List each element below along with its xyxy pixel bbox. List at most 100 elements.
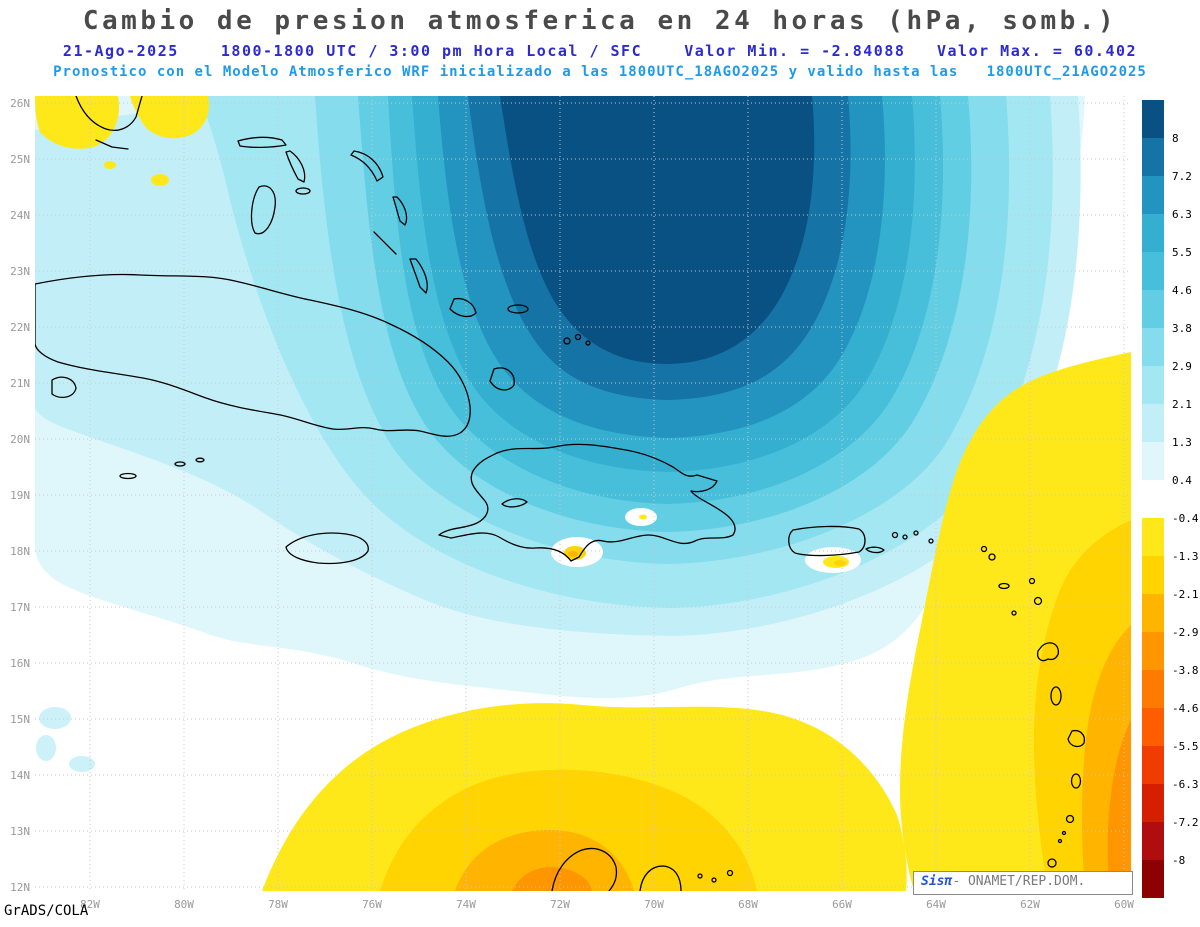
colorbar-segment	[1142, 404, 1164, 442]
lat-tick-label: 18N	[10, 545, 30, 558]
colorbar: 8 7.2 6.3 5.5 4.6 3.8 2.9 2.1 1.3 0.4 -0.4 -1.3 -2.1…	[1142, 100, 1199, 898]
contour-patch-negative	[130, 96, 210, 139]
colorbar-segment	[1142, 138, 1164, 176]
contour-shading	[35, 96, 1131, 891]
island-coastline	[1033, 596, 1043, 606]
lat-tick-label: 24N	[10, 209, 30, 222]
colorbar-segment	[1142, 822, 1164, 860]
colorbar-tick-label: 4.6	[1172, 284, 1192, 297]
contour-patch-negative	[104, 161, 116, 169]
colorbar-segment	[1142, 784, 1164, 822]
island-coastline	[295, 187, 311, 195]
island-coastline	[998, 582, 1010, 590]
island-coastline	[1036, 642, 1060, 662]
contour-spot-negative	[639, 514, 647, 520]
colorbar-segment	[1142, 480, 1164, 518]
lat-tick-label: 13N	[10, 825, 30, 838]
island-coastline	[980, 545, 988, 553]
colorbar-segment	[1142, 860, 1164, 898]
island-coastline	[902, 534, 908, 540]
contour-patch	[36, 735, 56, 761]
colorbar-segment	[1142, 746, 1164, 784]
colorbar-segment	[1142, 290, 1164, 328]
lon-tick-label: 64W	[926, 898, 946, 911]
island-coastline	[988, 553, 996, 561]
contour-patch-negative	[35, 96, 120, 149]
colorbar-segment	[1142, 328, 1164, 366]
island-coastline	[711, 877, 717, 883]
island-coastline	[928, 538, 934, 544]
hispaniola-coastline	[438, 443, 736, 562]
grid-layer	[35, 96, 1131, 891]
island-coastline	[507, 304, 529, 314]
island-coastline	[350, 150, 384, 182]
island-coastline	[865, 546, 885, 554]
island-coastline	[1065, 814, 1075, 824]
colorbar-tick-label: -4.6	[1172, 702, 1199, 715]
lon-tick-label: 76W	[362, 898, 382, 911]
lon-tick-label: 72W	[550, 898, 570, 911]
axis-labels: 82W 80W 78W 76W 74W 72W 70W 68W 66W 64W 62W 60W 26N 2…	[10, 97, 1134, 911]
subtitle-validity: 21-Ago-2025 1800-1800 UTC / 3:00 pm Hora…	[62, 42, 1138, 60]
cuba-coastline	[35, 273, 471, 437]
lat-tick-label: 25N	[10, 153, 30, 166]
colorbar-tick-label: -0.4	[1172, 512, 1199, 525]
lat-tick-label: 20N	[10, 433, 30, 446]
lat-tick-label: 22N	[10, 321, 30, 334]
colorbar-tick-label: -3.8	[1172, 664, 1199, 677]
lon-tick-label: 68W	[738, 898, 758, 911]
island-coastline	[726, 869, 734, 877]
colorbar-segment	[1142, 518, 1164, 556]
island-coastline	[285, 150, 306, 183]
lon-tick-label: 66W	[832, 898, 852, 911]
colorbar-tick-label: 2.1	[1172, 398, 1192, 411]
lon-tick-label: 62W	[1020, 898, 1040, 911]
paraguana-coastline	[639, 865, 682, 891]
colorbar-segment	[1142, 670, 1164, 708]
lat-tick-label: 26N	[10, 97, 30, 110]
island-coastline	[697, 873, 703, 879]
colorbar-tick-label: 6.3	[1172, 208, 1192, 221]
island-coastline	[409, 258, 428, 294]
colorbar-tick-label: -1.3	[1172, 550, 1199, 563]
island-coastline	[373, 231, 397, 255]
florida-keys-coastline	[95, 139, 129, 150]
island-coastline	[119, 472, 137, 480]
branding-box: Sisπ- ONAMET/REP.DOM.	[913, 871, 1133, 895]
colorbar-segment	[1142, 708, 1164, 746]
colorbar-tick-label: 8	[1172, 132, 1179, 145]
contour-band-negative	[512, 866, 592, 891]
island-coastline	[195, 457, 205, 463]
grads-credit: GrADS/COLA	[4, 903, 89, 919]
island-coastline	[489, 367, 515, 391]
colorbar-tick-label: -7.2	[1172, 816, 1199, 829]
island-coastline	[51, 376, 77, 399]
colorbar-segment	[1142, 252, 1164, 290]
island-coastline	[1067, 729, 1086, 748]
colorbar-segment	[1142, 100, 1164, 138]
lon-tick-label: 82W	[80, 898, 100, 911]
colorbar-tick-label: -8	[1172, 854, 1185, 867]
island-coastline	[237, 136, 287, 149]
colorbar-segment	[1142, 176, 1164, 214]
colorbar-segment	[1142, 556, 1164, 594]
colorbar-tick-label: 0.4	[1172, 474, 1192, 487]
colorbar-tick-label: 3.8	[1172, 322, 1192, 335]
colorbar-tick-label: -5.5	[1172, 740, 1199, 753]
island-coastline	[1011, 610, 1017, 616]
branding-prefix: Sisπ	[921, 874, 953, 889]
lat-tick-label: 16N	[10, 657, 30, 670]
lat-tick-label: 14N	[10, 769, 30, 782]
contour-spot-negative	[834, 560, 846, 566]
coastlines	[35, 96, 1086, 891]
colorbar-tick-label: 2.9	[1172, 360, 1192, 373]
lat-tick-label: 15N	[10, 713, 30, 726]
island-coastline	[174, 461, 186, 467]
island-coastline	[913, 530, 919, 536]
island-coastline	[563, 337, 571, 345]
subtitle-model-info: Pronostico con el Modelo Atmosferico WRF…	[53, 64, 1147, 80]
colorbar-segment	[1142, 442, 1164, 480]
lat-tick-label: 19N	[10, 489, 30, 502]
page-title: Cambio de presion atmosferica en 24 hora…	[82, 6, 1118, 36]
